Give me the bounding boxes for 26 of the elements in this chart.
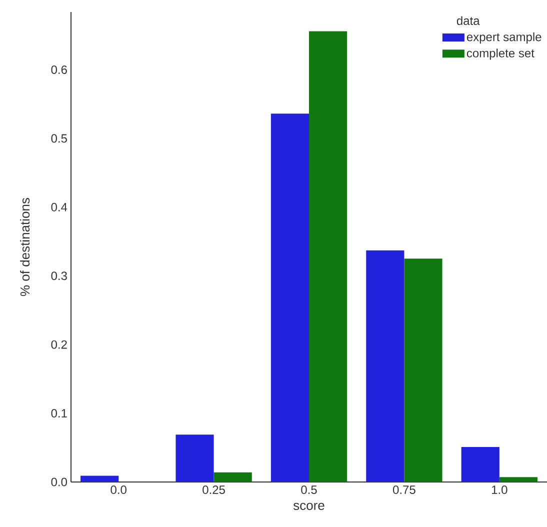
bar: [309, 31, 348, 482]
y-tick-label: 0.3: [51, 272, 67, 280]
bar: [499, 477, 538, 482]
x-tick-label: 1.0: [492, 486, 508, 494]
y-tick-label: 0.5: [51, 134, 67, 143]
y-tick-label: 0.4: [51, 202, 68, 212]
legend-title: data: [456, 16, 480, 25]
bar: [404, 258, 442, 482]
x-tick-label: 0.5: [301, 486, 317, 494]
bar: [214, 472, 252, 482]
bar: [366, 250, 404, 482]
y-tick-label: 0.2: [51, 340, 67, 349]
x-tick-label: 0.25: [202, 486, 225, 494]
x-axis-title: score: [293, 502, 324, 510]
bar: [80, 476, 119, 482]
y-tick-label: 0.6: [51, 65, 67, 74]
bar: [270, 114, 309, 482]
legend-label: expert sample: [466, 32, 542, 44]
bar: [176, 434, 214, 482]
y-axis-title: % of destinations: [20, 198, 30, 296]
legend-label: complete set: [466, 48, 534, 60]
bar: [461, 446, 500, 482]
x-tick-label: 0.75: [392, 486, 416, 494]
y-tick-label: 0.0: [51, 478, 68, 486]
x-tick-label: 0.0: [110, 486, 126, 494]
y-tick-label: 0.1: [51, 409, 67, 418]
